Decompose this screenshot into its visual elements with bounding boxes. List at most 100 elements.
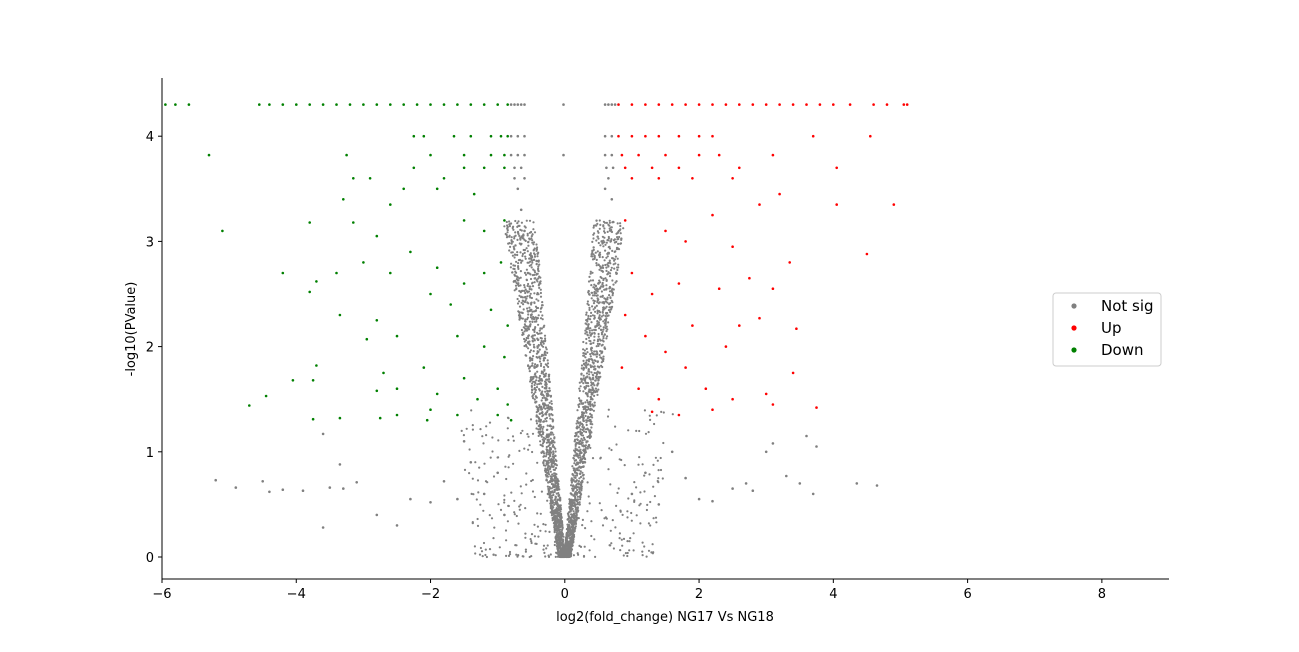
point-not-sig — [562, 153, 565, 157]
point-down — [496, 103, 500, 106]
point-down — [375, 234, 379, 238]
y-tick-label: 4 — [146, 130, 154, 145]
point-not-sig — [744, 482, 748, 485]
point-down — [362, 261, 365, 264]
point-up — [902, 103, 906, 106]
point-not-sig — [462, 440, 466, 443]
point-not-sig — [578, 503, 581, 506]
point-down — [442, 177, 446, 180]
point-down — [435, 392, 439, 396]
point-not-sig — [516, 153, 520, 157]
point-up — [617, 134, 620, 138]
point-not-sig — [523, 103, 526, 106]
point-up — [637, 153, 640, 157]
point-not-sig — [523, 229, 526, 233]
point-up — [758, 203, 761, 206]
point-up — [865, 252, 869, 256]
point-down — [506, 403, 510, 406]
point-down — [291, 379, 295, 382]
point-down — [506, 134, 510, 138]
point-not-sig — [409, 497, 412, 501]
point-down — [295, 103, 298, 106]
point-up — [872, 103, 875, 106]
point-up — [684, 240, 687, 243]
legend-box — [1052, 292, 1162, 367]
point-down — [469, 103, 473, 106]
point-down — [308, 290, 312, 294]
point-up — [650, 410, 654, 414]
point-not-sig — [600, 240, 603, 243]
point-down — [268, 103, 271, 106]
x-tick-label: 8 — [1098, 587, 1106, 602]
point-up — [731, 245, 734, 248]
point-down — [499, 134, 503, 138]
point-down — [389, 103, 392, 106]
point-up — [657, 177, 661, 180]
point-not-sig — [583, 461, 587, 464]
point-down — [482, 229, 486, 233]
point-down — [368, 177, 372, 180]
point-up — [620, 366, 624, 369]
point-not-sig — [513, 103, 516, 106]
point-up — [778, 103, 781, 106]
x-axis-label: log2(fold_change) NG17 Vs NG18 — [556, 610, 774, 625]
point-not-sig — [613, 103, 617, 106]
point-down — [503, 355, 506, 359]
point-not-sig — [798, 482, 802, 485]
point-up — [771, 403, 775, 406]
point-up — [869, 134, 872, 138]
point-down — [409, 250, 412, 254]
point-not-sig — [234, 486, 238, 489]
point-down — [469, 134, 473, 138]
point-up — [691, 324, 694, 327]
point-down — [375, 319, 379, 322]
point-down — [429, 103, 432, 106]
point-down — [315, 280, 318, 283]
point-down — [164, 103, 167, 106]
point-up — [677, 413, 681, 417]
point-not-sig — [751, 489, 755, 493]
point-down — [449, 303, 453, 306]
point-down — [187, 103, 191, 106]
point-not-sig — [546, 492, 550, 496]
point-down — [462, 376, 466, 380]
point-up — [650, 292, 654, 296]
point-down — [503, 166, 506, 170]
point-not-sig — [395, 524, 399, 527]
point-not-sig — [805, 434, 808, 438]
point-not-sig — [603, 153, 607, 157]
point-not-sig — [214, 478, 217, 482]
point-down — [389, 203, 392, 206]
point-not-sig — [855, 482, 859, 485]
point-up — [758, 316, 761, 320]
point-not-sig — [519, 103, 523, 106]
point-down — [378, 416, 382, 420]
point-down — [311, 417, 315, 421]
point-down — [375, 103, 379, 106]
point-not-sig — [553, 524, 556, 527]
point-not-sig — [697, 497, 701, 501]
y-tick-label: 3 — [146, 235, 154, 250]
point-not-sig — [268, 490, 271, 494]
point-not-sig — [516, 134, 520, 138]
point-not-sig — [321, 432, 325, 436]
point-not-sig — [607, 177, 610, 180]
point-down — [462, 282, 466, 285]
point-down — [174, 103, 177, 106]
point-down — [509, 418, 513, 422]
point-up — [657, 397, 661, 401]
point-down — [503, 219, 506, 222]
point-down — [389, 271, 392, 275]
point-down — [315, 364, 318, 367]
point-up — [630, 177, 634, 180]
point-not-sig — [542, 450, 545, 454]
point-up — [684, 103, 687, 106]
y-tick-label: 1 — [146, 446, 154, 461]
point-not-sig — [529, 313, 533, 317]
point-up — [711, 408, 714, 412]
point-not-sig — [533, 366, 536, 369]
point-not-sig — [516, 103, 520, 106]
point-not-sig — [605, 166, 608, 170]
point-down — [365, 337, 369, 341]
point-not-sig — [516, 187, 520, 191]
